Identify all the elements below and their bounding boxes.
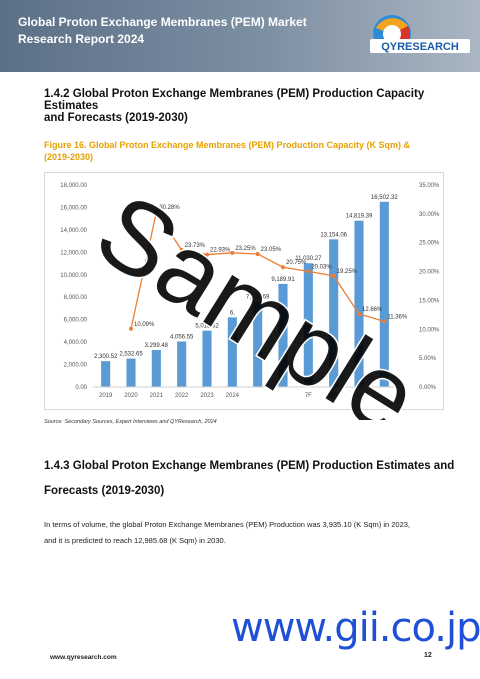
growth-point-2029F: [357, 311, 361, 316]
bar-2025F: [253, 301, 263, 387]
y2-tick-label: 25.00%: [419, 241, 440, 247]
bar-2019: [101, 361, 111, 387]
x-tick-label: 8F: [330, 393, 337, 399]
bar-2026F: [278, 283, 288, 387]
bar-2029F: [354, 220, 364, 387]
page-number: 12: [424, 652, 432, 659]
growth-value-label: 11.36%: [387, 314, 408, 320]
x-tick-label: 2021: [150, 393, 164, 399]
growth-point-2030F: [382, 319, 387, 324]
footer-url: www.qyresearch.com: [50, 654, 117, 661]
body-paragraph: In terms of volume, the global Proton Ex…: [44, 517, 444, 549]
y-tick-label: 0.00: [75, 385, 87, 391]
y-tick-label: 16,000.00: [60, 205, 87, 211]
logo-text: QYRESEARCH: [381, 41, 459, 53]
x-tick-label: 2019: [99, 393, 113, 399]
report-header: Global Proton Exchange Membranes (PEM) M…: [0, 0, 480, 72]
y-tick-label: 10,000.00: [60, 273, 87, 279]
bar-value-label: 2,300.52: [94, 354, 118, 360]
bar-2022: [177, 341, 187, 387]
gii-watermark: www.gii.co.jp: [231, 605, 480, 651]
bar-2028F: [329, 239, 339, 387]
section-heading-line1: 1.4.2 Global Proton Exchange Membranes (…: [44, 88, 425, 112]
section2-heading-line1: 1.4.3 Global Proton Exchange Membranes (…: [44, 460, 455, 472]
y2-tick-label: 5.00%: [419, 356, 437, 362]
growth-value-label: 12.66%: [362, 307, 383, 313]
x-tick-label: 2024: [226, 393, 240, 399]
y-tick-label: 14,000.00: [60, 228, 87, 234]
y2-tick-label: 10.00%: [419, 327, 440, 333]
growth-value-label: 23.25%: [235, 246, 256, 252]
figure-caption-line2: (2019-2030): [44, 152, 94, 162]
growth-point-2020: [129, 326, 133, 331]
bar-2021: [151, 349, 161, 387]
figure-caption: Figure 16. Global Proton Exchange Membra…: [44, 139, 444, 163]
bar-2030F: [379, 201, 389, 387]
growth-point-2026F: [281, 265, 285, 270]
growth-value-label: 10.09%: [134, 322, 155, 328]
y-tick-label: 2,000.00: [64, 363, 88, 369]
growth-point-2023: [205, 252, 209, 257]
growth-value-label: 23.73%: [185, 243, 206, 249]
bar-value-label: 16,502.32: [371, 195, 398, 201]
y-tick-label: 18,000.00: [60, 183, 87, 189]
section2-heading-line2: Forecasts (2019-2030): [44, 485, 165, 497]
x-tick-label: 7F: [305, 393, 312, 399]
bar-value-label: 3,299.48: [145, 343, 169, 349]
bar-value-label: 14,819.39: [346, 214, 373, 220]
figure-source: Source: Secondary Sources, Expert Interv…: [44, 419, 217, 425]
growth-value-label: 22.93%: [210, 248, 231, 254]
paragraph-line1: In terms of volume, the global Proton Ex…: [44, 520, 411, 529]
capacity-chart: 0.00 2,000.00 4,000.00 6,000.00 8,000.00 10,0…: [60, 183, 440, 399]
y2-tick-label: 30.00%: [419, 212, 440, 218]
growth-value-label: 20.03%: [311, 264, 332, 270]
paragraph-line2: and it is predicted to reach 12,985.68 (…: [44, 536, 226, 545]
bar-value-label: 7,610.69: [246, 295, 270, 301]
x-tick-label: 2020: [124, 393, 138, 399]
report-title: Global Proton Exchange Membranes (PEM) M…: [18, 15, 307, 46]
y-tick-label: 8,000.00: [64, 295, 88, 301]
y2-tick-label: 0.00%: [419, 385, 437, 391]
capacity-chart-frame: 0.00 2,000.00 4,000.00 6,000.00 8,000.00 10,0…: [44, 172, 444, 410]
x-tick-label: 2022: [175, 393, 189, 399]
growth-point-2028F: [331, 273, 336, 278]
y-tick-label: 6,000.00: [64, 318, 88, 324]
bar-value-label: 4,056.55: [170, 334, 194, 340]
y-tick-label: 12,000.00: [60, 250, 87, 256]
bar-value-label: 2,532.65: [119, 352, 143, 358]
bar-value-label: 6,: [230, 310, 235, 316]
y2-tick-label: 15.00%: [419, 298, 440, 304]
bar-value-label: 11,030.27: [295, 256, 322, 262]
bar-2023: [202, 330, 212, 387]
growth-value-label: 20.75%: [286, 260, 307, 266]
bar-2020: [126, 358, 136, 387]
bar-value-label: 5,018.62: [195, 324, 219, 330]
section-heading-line2: and Forecasts (2019-2030): [44, 112, 188, 124]
qyresearch-logo: QYRESEARCH: [370, 15, 470, 53]
growth-point-2021: [154, 210, 159, 215]
y2-tick-label: 35.00%: [419, 183, 440, 189]
figure-caption-line1: Figure 16. Global Proton Exchange Membra…: [44, 140, 411, 150]
x-tick-label: 2023: [200, 393, 214, 399]
bar-2024: [227, 317, 237, 387]
bar-value-label: 13,154.06: [320, 232, 347, 238]
y-tick-label: 4,000.00: [64, 340, 88, 346]
growth-point-2025F: [255, 251, 260, 256]
y2-tick-label: 20.00%: [419, 270, 440, 276]
growth-point-2022: [179, 248, 184, 253]
growth-point-2024: [230, 250, 235, 255]
bar-value-label: 9,189.91: [271, 277, 295, 283]
bar-2027F: [303, 263, 313, 387]
growth-value-label: 23.05%: [261, 247, 282, 253]
growth-point-2027F: [306, 269, 311, 274]
growth-value-label: 19.25%: [337, 269, 358, 275]
growth-value-label: 30.28%: [159, 205, 180, 211]
